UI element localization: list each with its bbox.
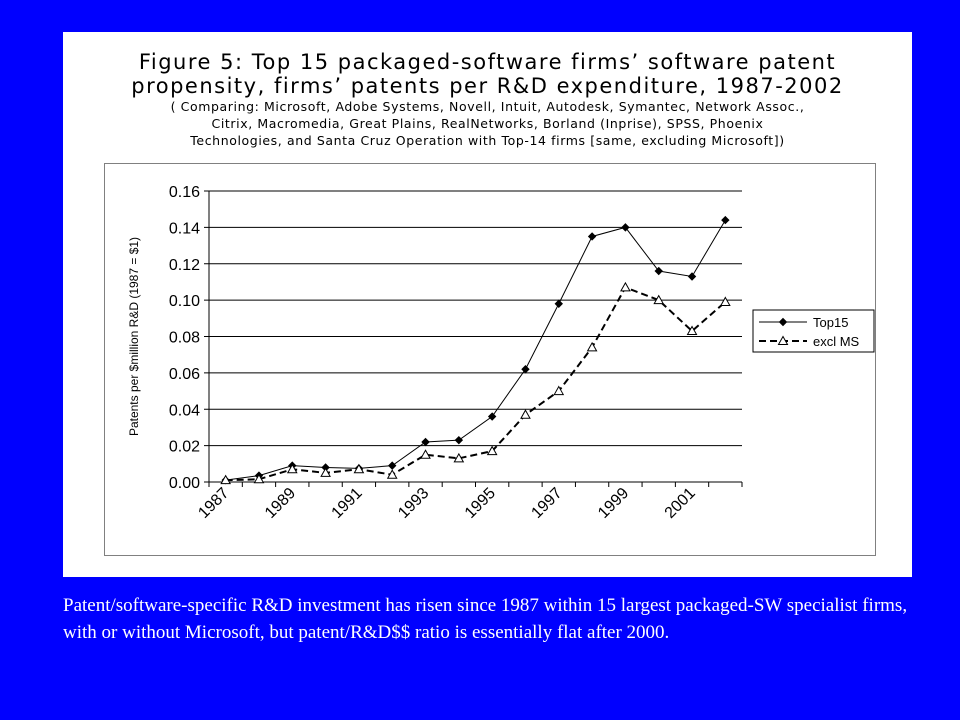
slide-caption: Patent/software-specific R&D investment …: [63, 595, 908, 643]
top15-point: [654, 266, 663, 276]
excl-ms-point: [286, 463, 298, 474]
figure-title-line-1: Figure 5: Top 15 packaged-software firms…: [138, 50, 837, 74]
legend-box: [752, 309, 875, 353]
y-tick-label: 0.10: [169, 293, 200, 310]
excl-ms-point: [520, 409, 531, 419]
y-tick-label: 0.04: [169, 402, 200, 419]
top15-point: [454, 435, 464, 445]
figure-subtitle-line-3: Technologies, and Santa Cruz Operation w…: [190, 133, 785, 148]
top15-point: [721, 215, 730, 225]
excl-ms-point: [777, 335, 789, 345]
excl-ms-line: [225, 286, 727, 482]
figure-subtitle-line-1: ( Comparing: Microsoft, Adobe Systems, N…: [170, 99, 805, 114]
x-tick-label: 1993: [395, 485, 432, 522]
top15-point: [587, 232, 597, 241]
legend-label: Top15: [813, 315, 848, 330]
excl-ms-point: [386, 469, 398, 479]
top15-line: [225, 219, 726, 481]
top15-point: [487, 412, 497, 421]
top15-point: [388, 461, 397, 470]
top15-point: [554, 299, 563, 308]
y-axis-label: Patents per $million R&D (1987 = $1): [127, 237, 141, 436]
y-tick-label: 0.00: [169, 475, 200, 492]
excl-ms-point: [586, 341, 598, 352]
chart-area: 0.00 0.02 0.04 0.06 0.08 0.10 0.12 0.14 0.16 1987…: [104, 163, 876, 556]
excl-ms-point: [553, 385, 565, 396]
y-tick-label: 0.12: [169, 257, 200, 274]
line-chart: 0.00 0.02 0.04 0.06 0.08 0.10 0.12 0.14 0.16 1987…: [127, 184, 875, 522]
top15-point: [778, 317, 788, 327]
figure-subtitle-line-2: Citrix, Macromedia, Great Plains, RealNe…: [211, 116, 764, 131]
x-tick-label: 1989: [262, 485, 299, 522]
x-tick-label: 1991: [329, 485, 366, 522]
excl-ms-point: [719, 296, 731, 306]
excl-ms-point: [420, 449, 431, 459]
legend-label: excl MS: [813, 334, 860, 349]
excl-ms-point: [353, 463, 365, 474]
top15-point: [687, 272, 697, 281]
excl-ms-point: [453, 452, 465, 463]
figure-title-block: Figure 5: Top 15 packaged-software firms…: [63, 50, 912, 149]
y-tick-label: 0.16: [169, 184, 200, 201]
x-tick-label: 1999: [595, 485, 632, 522]
top15-point: [421, 437, 430, 447]
excl-ms-point: [253, 473, 265, 484]
y-tick-label: 0.06: [169, 366, 200, 383]
top15-point: [521, 365, 530, 374]
figure-panel: Figure 5: Top 15 packaged-software firms…: [63, 32, 912, 577]
y-tick-label: 0.14: [169, 220, 200, 237]
y-tick-label: 0.02: [169, 439, 200, 456]
x-tick-label: 1997: [528, 485, 565, 522]
excl-ms-point: [620, 281, 631, 292]
excl-ms-point: [486, 445, 498, 456]
top15-point: [621, 223, 630, 232]
excl-ms-point: [653, 294, 665, 305]
x-tick-label: 2001: [662, 485, 699, 522]
excl-ms-point: [686, 325, 698, 336]
x-tick-label: 1987: [195, 485, 232, 522]
excl-ms-point: [320, 467, 331, 477]
figure-title-line-2: propensity, firms’ patents per R&D expen…: [131, 74, 844, 98]
y-tick-label: 0.08: [169, 330, 200, 347]
excl-ms-point: [220, 474, 232, 485]
x-tick-label: 1995: [462, 485, 499, 522]
